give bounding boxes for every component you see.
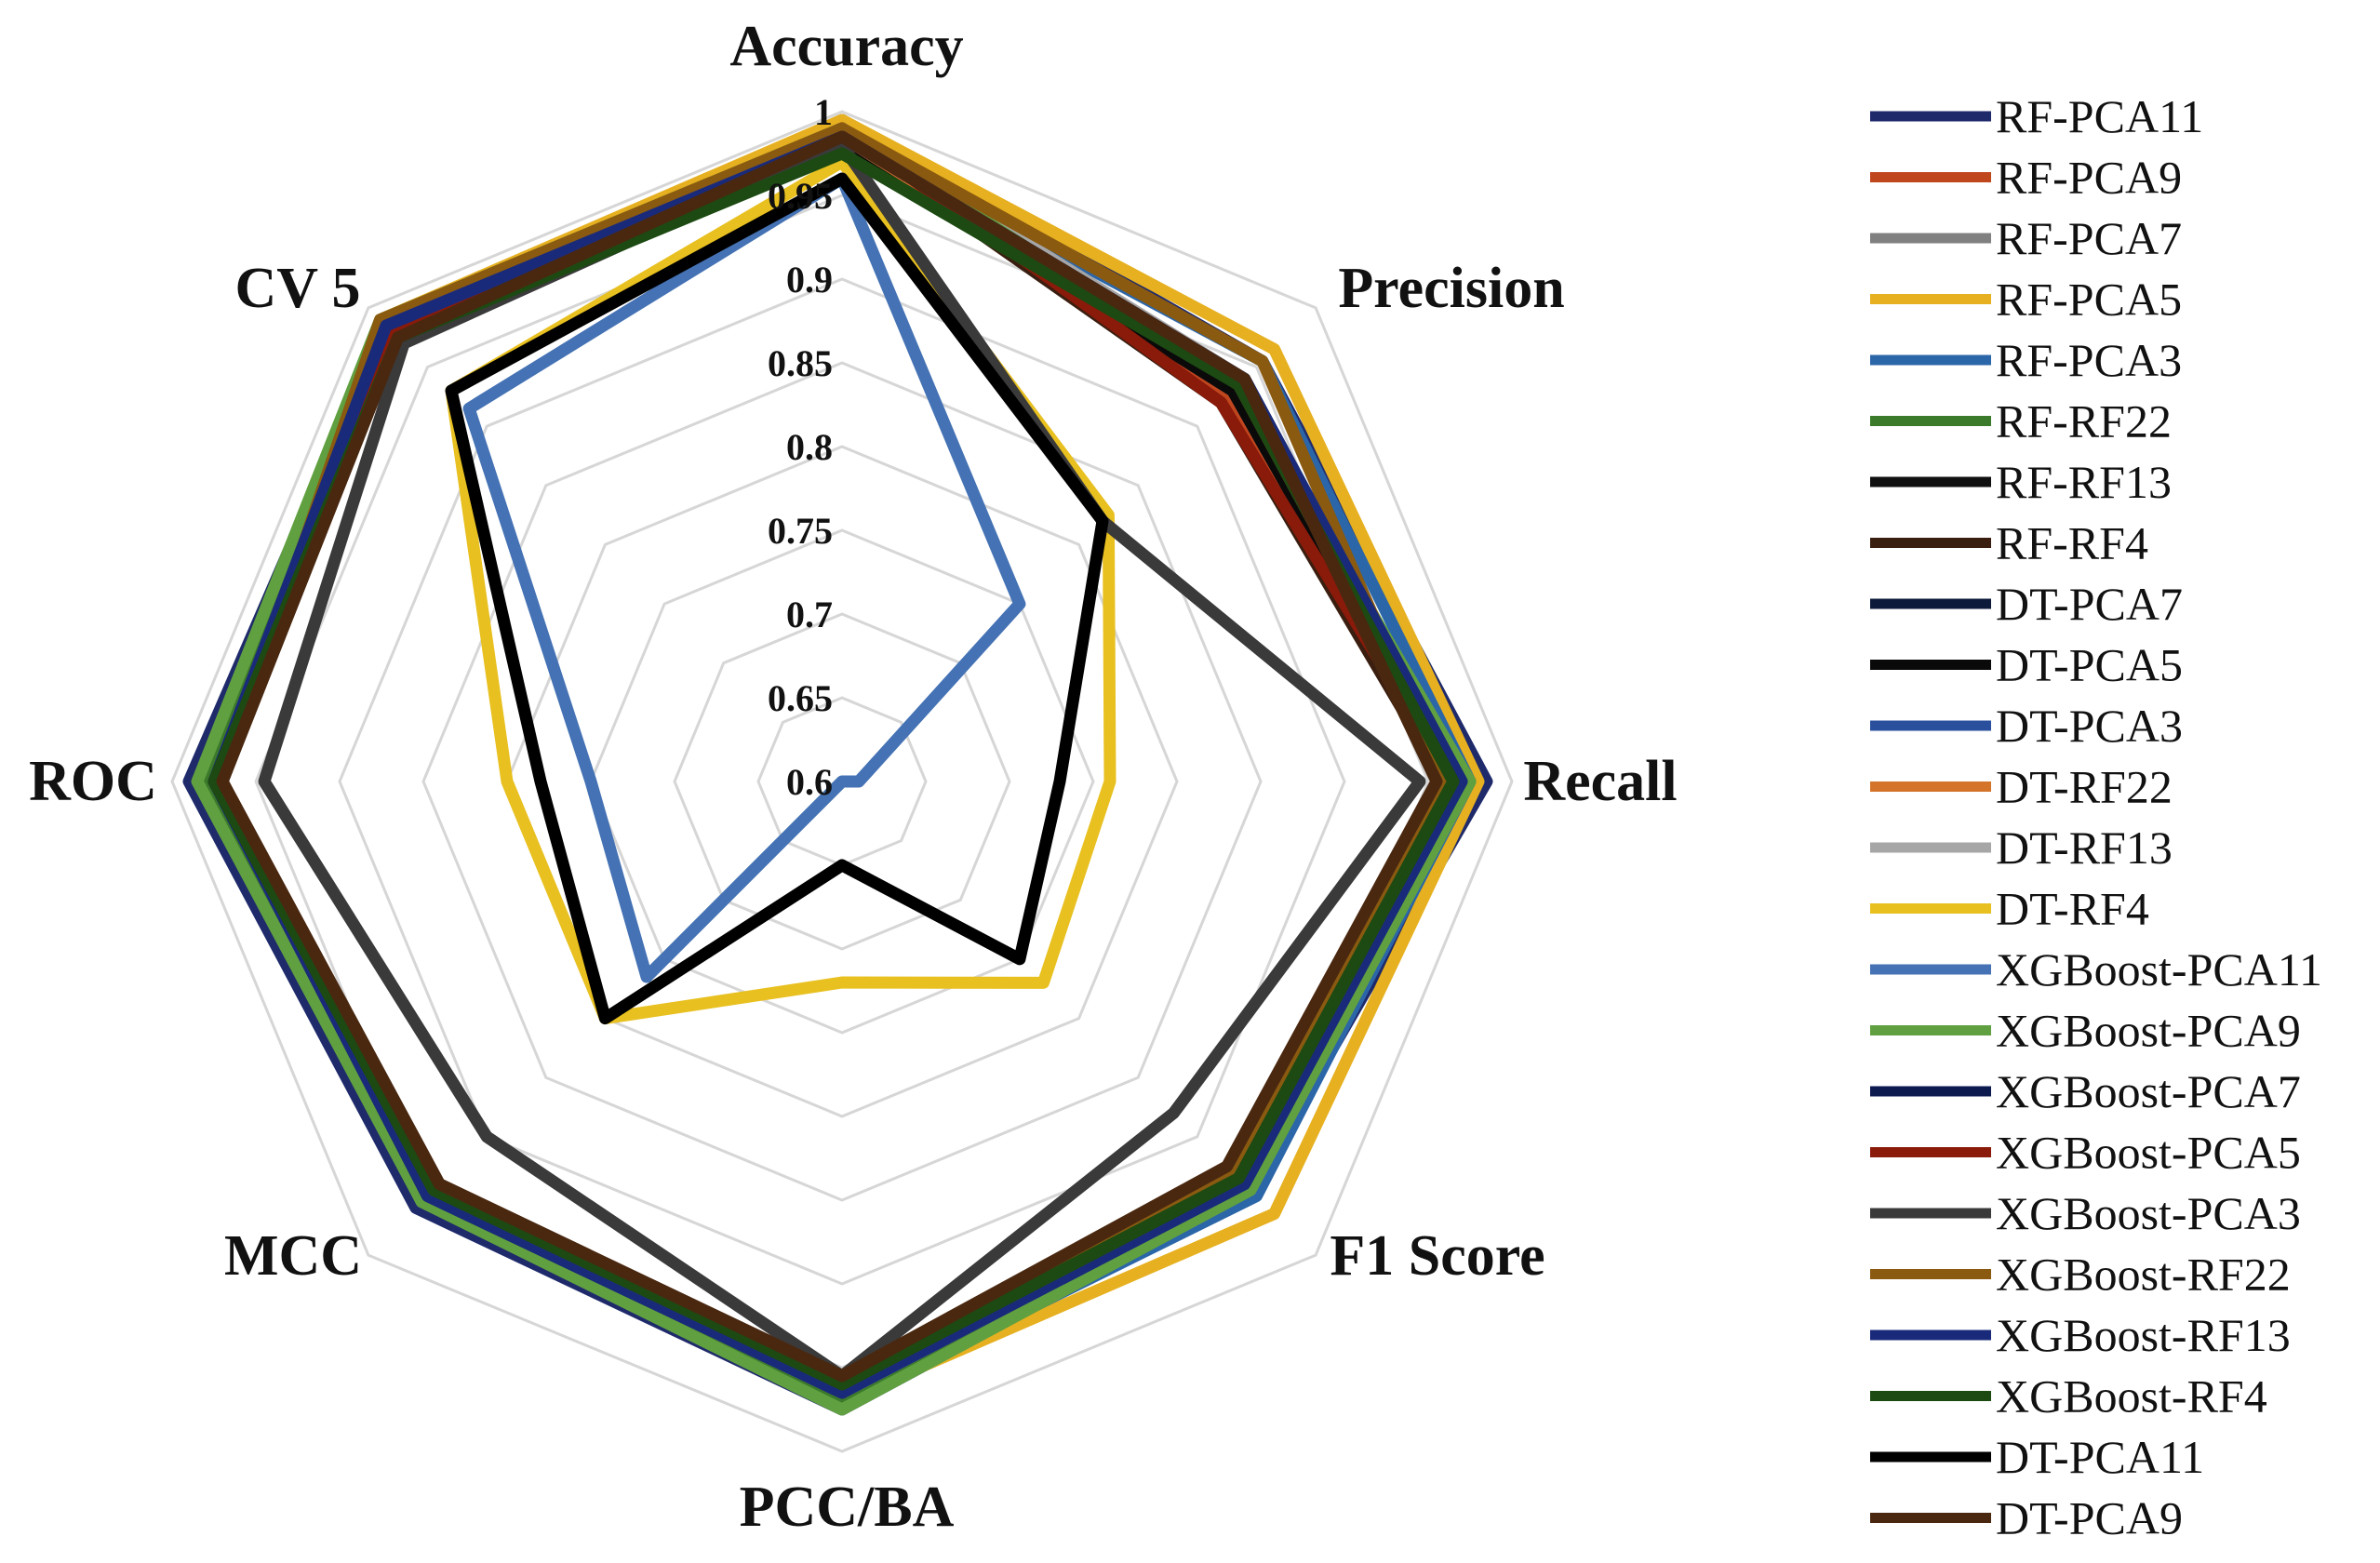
tick-label: 0.95 <box>768 175 833 217</box>
legend-item: RF-PCA3 <box>1870 334 2182 386</box>
legend-label: DT-RF4 <box>1996 883 2149 935</box>
series-dt-pca11 <box>445 172 1109 1025</box>
legend-item: XGBoost-RF4 <box>1870 1370 2267 1423</box>
axis-label-accuracy: Accuracy <box>729 15 963 78</box>
legend-label: XGBoost-PCA3 <box>1996 1187 2301 1239</box>
legend-label: XGBoost-PCA7 <box>1996 1065 2301 1117</box>
legend-label: XGBoost-PCA11 <box>1996 943 2322 995</box>
axis-label-recall: Recall <box>1523 750 1677 813</box>
tick-label: 0.65 <box>768 677 833 719</box>
axis-label-roc: ROC <box>29 750 157 813</box>
legend-label: RF-RF22 <box>1996 395 2172 448</box>
legend-label: RF-PCA9 <box>1996 152 2182 204</box>
legend-label: RF-PCA3 <box>1996 334 2182 386</box>
legend-item: XGBoost-PCA3 <box>1870 1187 2301 1239</box>
legend-item: DT-PCA5 <box>1870 639 2183 691</box>
legend-label: DT-PCA7 <box>1996 578 2183 630</box>
axis-label-precision: Precision <box>1338 257 1564 320</box>
legend-label: DT-RF13 <box>1996 822 2173 874</box>
radar-tick-labels: 0.6 0.65 0.7 0.75 0.8 0.85 0.9 0.95 1 <box>768 91 833 803</box>
legend-label: DT-PCA3 <box>1996 700 2183 752</box>
chart-legend: RF-PCA11 RF-PCA9 RF-PCA7 RF-PCA5 RF-PCA3 RF-R… <box>1870 90 2322 1544</box>
legend-item: XGBoost-PCA11 <box>1870 943 2322 995</box>
legend-label: DT-PCA5 <box>1996 639 2183 691</box>
legend-label: RF-RF4 <box>1996 517 2148 569</box>
axis-label-f1-score: F1 Score <box>1330 1224 1544 1288</box>
series-dt-pca9 <box>216 130 1443 1383</box>
tick-label: 0.7 <box>786 594 833 635</box>
legend-item: RF-PCA7 <box>1870 212 2182 264</box>
legend-item: RF-RF4 <box>1870 517 2148 569</box>
legend-item: DT-PCA11 <box>1870 1431 2204 1483</box>
axis-label-mcc: MCC <box>224 1224 362 1288</box>
legend-label: RF-PCA7 <box>1996 212 2182 264</box>
grid-ring <box>673 612 1011 951</box>
series-dt-rf4 <box>445 155 1116 1025</box>
legend-item: DT-RF22 <box>1870 761 2173 813</box>
legend-item: XGBoost-PCA5 <box>1870 1127 2301 1179</box>
legend-item: XGBoost-PCA7 <box>1870 1065 2301 1117</box>
legend-label: XGBoost-PCA9 <box>1996 1005 2301 1057</box>
legend-item: XGBoost-PCA9 <box>1870 1005 2301 1057</box>
tick-label: 0.8 <box>786 426 833 468</box>
tick-label: 0.85 <box>768 342 833 384</box>
legend-label: XGBoost-RF4 <box>1996 1370 2267 1423</box>
series-xgboost-pca11 <box>462 172 1026 983</box>
legend-item: DT-PCA9 <box>1870 1492 2183 1544</box>
series-xgboost-rf13 <box>207 130 1468 1399</box>
legend-label: RF-PCA11 <box>1996 90 2203 142</box>
legend-label: DT-PCA9 <box>1996 1492 2183 1544</box>
legend-item: XGBoost-RF13 <box>1870 1309 2291 1361</box>
legend-label: RF-RF13 <box>1996 456 2172 508</box>
legend-item: RF-RF13 <box>1870 456 2172 508</box>
axis-label-pcc-ba: PCC/BA <box>740 1476 955 1539</box>
tick-label: 0.9 <box>786 259 833 301</box>
tick-label: 0.75 <box>768 510 833 552</box>
legend-item: DT-PCA7 <box>1870 578 2183 630</box>
grid-ring <box>338 277 1346 1286</box>
tick-label: 0.6 <box>786 761 833 803</box>
legend-item: DT-RF4 <box>1870 883 2149 935</box>
legend-label: XGBoost-RF13 <box>1996 1309 2291 1361</box>
grid-ring <box>589 528 1095 1035</box>
tick-label: 1 <box>814 91 833 133</box>
legend-item: DT-RF13 <box>1870 822 2173 874</box>
radar-series <box>182 114 1493 1416</box>
legend-label: DT-PCA11 <box>1996 1431 2204 1483</box>
legend-item: DT-PCA3 <box>1870 700 2183 752</box>
legend-item: RF-RF22 <box>1870 395 2172 448</box>
legend-label: XGBoost-RF22 <box>1996 1249 2291 1301</box>
axis-label-cv-5: CV 5 <box>235 257 361 320</box>
legend-item: RF-PCA9 <box>1870 152 2182 204</box>
grid-ring <box>170 110 1514 1453</box>
legend-label: XGBoost-PCA5 <box>1996 1127 2301 1179</box>
legend-item: RF-PCA5 <box>1870 274 2182 326</box>
legend-label: RF-PCA5 <box>1996 274 2182 326</box>
radar-axis-labels: Accuracy Precision Recall F1 Score PCC/BA MCC… <box>29 15 1678 1539</box>
legend-label: DT-RF22 <box>1996 761 2173 813</box>
legend-item: RF-PCA11 <box>1870 90 2203 142</box>
legend-item: XGBoost-RF22 <box>1870 1249 2291 1301</box>
